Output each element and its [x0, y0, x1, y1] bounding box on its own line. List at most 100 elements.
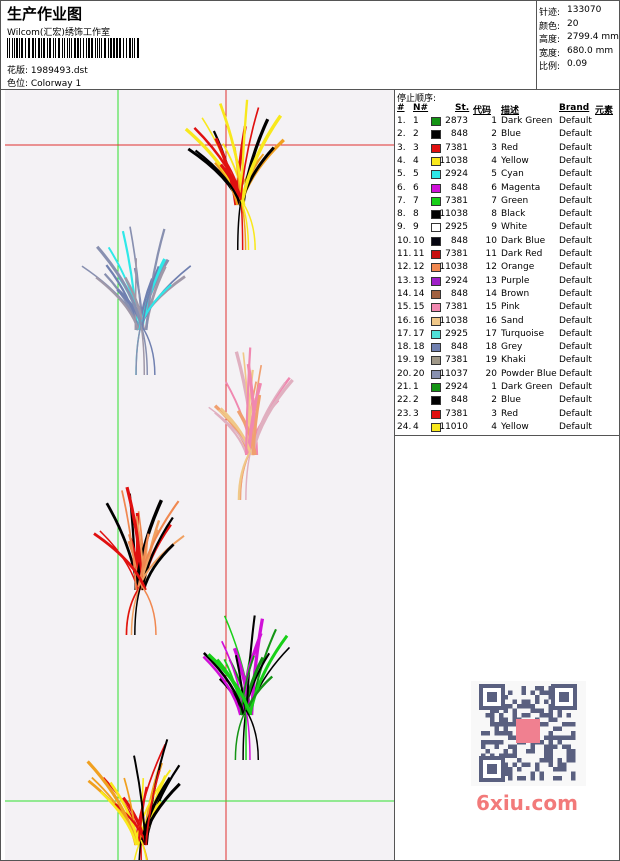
needle: 18 — [413, 342, 425, 353]
column-header: St. — [455, 103, 470, 113]
brand: Default — [559, 368, 592, 379]
stitches: 848 — [450, 288, 468, 299]
qr-cell — [530, 704, 535, 709]
description: Dark Green — [501, 116, 553, 126]
root — [140, 324, 156, 376]
description: Orange — [501, 262, 535, 273]
qr-cell — [485, 731, 490, 736]
bar — [80, 38, 81, 58]
color-swatch — [431, 369, 441, 379]
design-file: 花版: 1989493.dst — [7, 66, 88, 76]
bar — [71, 38, 72, 58]
qr-cell — [562, 735, 567, 740]
stem — [134, 499, 163, 591]
column-header: 描述 — [501, 106, 520, 116]
root — [238, 449, 252, 501]
bar — [134, 38, 135, 58]
stem — [145, 769, 161, 846]
row-index: 5. — [397, 169, 406, 180]
root — [245, 709, 251, 761]
qr-cell — [490, 713, 495, 718]
qr-cell — [566, 713, 571, 718]
stem — [141, 265, 160, 331]
qr-cell — [503, 704, 508, 709]
qr-cell — [544, 735, 549, 740]
qr-cell — [544, 744, 549, 749]
stitches: 11038 — [439, 209, 468, 220]
qr-cell — [539, 771, 544, 776]
stitches: 2925 — [445, 222, 468, 233]
qr-cell — [503, 749, 508, 754]
stitches: 2924 — [445, 169, 468, 180]
description: Pink — [501, 302, 520, 313]
stem — [139, 782, 181, 846]
stem — [207, 653, 252, 716]
bar — [123, 38, 124, 58]
bar — [97, 38, 98, 58]
bar — [43, 38, 45, 58]
needle: 4 — [413, 155, 419, 166]
row-index: 14. — [397, 288, 412, 299]
stem — [81, 265, 142, 331]
barcode — [7, 38, 139, 58]
brand: Default — [559, 195, 592, 206]
stem — [194, 149, 242, 206]
brand: Default — [559, 328, 592, 339]
qr-cell — [494, 744, 499, 749]
code: 17 — [485, 328, 497, 339]
stat-label: 颜色: — [539, 21, 561, 32]
qr-cell — [544, 722, 549, 727]
description: Dark Green — [501, 382, 553, 392]
qr-cell — [503, 722, 508, 727]
qr-cell — [526, 699, 531, 704]
root — [140, 584, 157, 636]
design-preview — [5, 90, 394, 860]
qr-cell — [539, 740, 544, 745]
qr-cell — [508, 744, 513, 749]
code: 18 — [485, 342, 497, 353]
description: Cyan — [501, 169, 524, 180]
brand: Default — [559, 395, 592, 406]
stem — [95, 276, 140, 331]
qr-cell — [571, 735, 576, 740]
brand: Default — [559, 249, 592, 259]
qr-cell — [499, 713, 504, 718]
bar — [104, 38, 106, 58]
stitches: 848 — [450, 342, 468, 353]
bar — [9, 38, 10, 58]
row-index: 20. — [397, 368, 412, 379]
row-index: 10. — [397, 235, 412, 246]
description: Yellow — [501, 155, 529, 166]
qr-logo — [516, 719, 540, 743]
row-index: 21. — [397, 382, 412, 392]
bar — [108, 38, 109, 58]
qr-cell — [530, 749, 535, 754]
qr-cell — [530, 708, 535, 713]
stem — [133, 755, 147, 846]
stem — [251, 394, 262, 456]
qr-cell — [548, 686, 553, 691]
description: Red — [501, 408, 519, 419]
needle: 1 — [413, 382, 419, 392]
color-swatch — [431, 250, 441, 259]
design-art — [5, 90, 394, 860]
qr-cell — [557, 726, 562, 731]
needle: 2 — [413, 395, 419, 406]
stem — [202, 652, 246, 716]
description: Red — [501, 142, 519, 153]
needle: 10 — [413, 235, 425, 246]
qr-cell — [548, 690, 553, 695]
stem — [137, 786, 148, 846]
bar — [69, 38, 70, 58]
qr-cell — [503, 731, 508, 736]
bar — [53, 38, 54, 58]
qr-cell — [508, 704, 513, 709]
stitches: 7381 — [445, 142, 468, 153]
brand: Default — [559, 142, 592, 153]
needle: 5 — [413, 169, 419, 180]
qr-cell — [548, 717, 553, 722]
code: 2 — [491, 129, 497, 140]
description: Yellow — [501, 421, 529, 432]
stem — [93, 532, 147, 591]
row-index: 18. — [397, 342, 412, 353]
